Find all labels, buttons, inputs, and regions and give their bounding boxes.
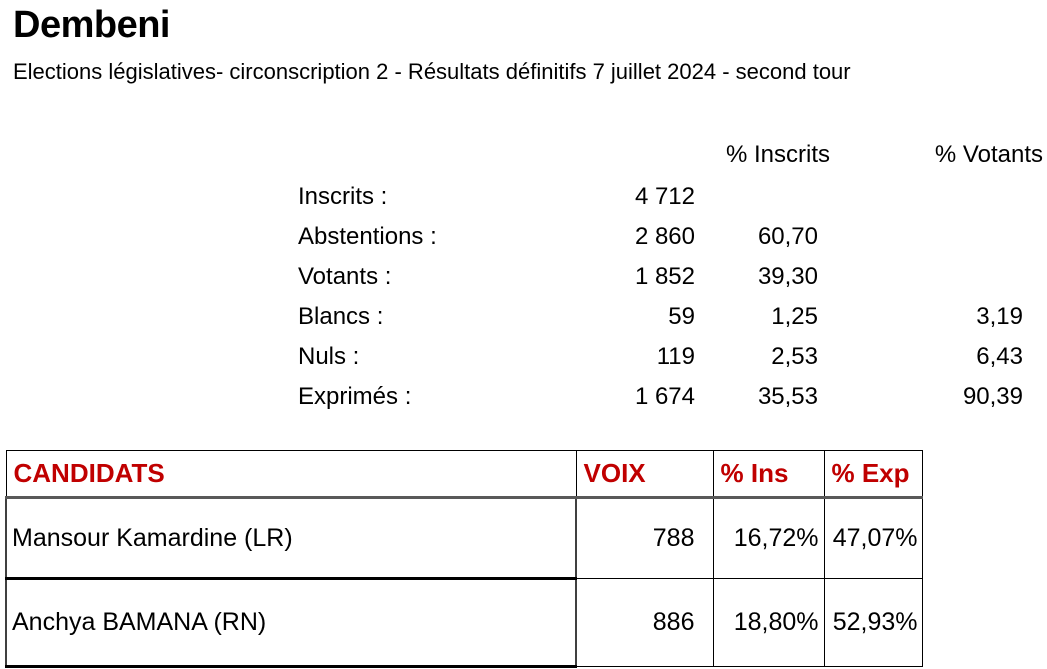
summary-label: Nuls : — [298, 343, 360, 370]
summary-col-header-pct-inscrits: % Inscrits — [725, 141, 830, 168]
candidate-voix: 788 — [575, 497, 714, 579]
summary-label: Inscrits : — [298, 183, 388, 210]
candidates-results-table: CANDIDATS VOIX % Ins % Exp Mansour Kamar… — [5, 450, 923, 668]
summary-pct-inscrits — [695, 177, 818, 217]
candidate-pct-exp: 47,07% — [823, 497, 923, 579]
summary-label: Exprimés : — [298, 383, 412, 410]
summary-value: 1 674 — [634, 383, 695, 410]
summary-pct-votants: 90,39 — [962, 383, 1023, 410]
summary-value: 4 712 — [634, 183, 695, 210]
summary-pct-votants — [818, 257, 1023, 297]
table-row-candidate-2: Anchya BAMANA (RN) 886 18,80% 52,93% — [5, 578, 923, 668]
candidate-name: Anchya BAMANA (RN) — [5, 578, 577, 668]
candidate-pct-ins: 16,72% — [712, 497, 825, 579]
summary-pct-inscrits: 1,25 — [771, 303, 818, 330]
summary-stats-grid: Inscrits : 4 712 Abstentions : 2 860 60,… — [298, 177, 1023, 417]
candidate-name: Mansour Kamardine (LR) — [5, 497, 577, 580]
summary-pct-inscrits: 39,30 — [757, 263, 818, 290]
summary-label: Blancs : — [298, 303, 384, 330]
candidate-pct-ins: 18,80% — [712, 578, 825, 667]
summary-value: 59 — [668, 303, 695, 330]
summary-pct-votants — [818, 177, 1023, 217]
summary-label: Votants : — [298, 263, 392, 290]
summary-pct-inscrits: 60,70 — [757, 223, 818, 250]
summary-pct-votants: 3,19 — [976, 303, 1023, 330]
candidate-pct-exp: 52,93% — [823, 578, 923, 667]
page-subtitle: Elections législatives- circonscription … — [13, 59, 851, 84]
candidate-voix: 886 — [575, 578, 714, 667]
summary-col-header-pct-votants: % Votants — [934, 141, 1043, 168]
header-voix: VOIX — [575, 450, 714, 499]
summary-value: 1 852 — [634, 263, 695, 290]
summary-pct-votants — [818, 217, 1023, 257]
table-header-row: CANDIDATS VOIX % Ins % Exp — [5, 450, 923, 499]
summary-pct-inscrits: 2,53 — [771, 343, 818, 370]
summary-label: Abstentions : — [298, 223, 437, 250]
header-candidats: CANDIDATS — [5, 450, 577, 499]
summary-value: 2 860 — [634, 223, 695, 250]
summary-pct-votants: 6,43 — [976, 343, 1023, 370]
summary-value: 119 — [656, 343, 695, 370]
summary-pct-inscrits: 35,53 — [757, 383, 818, 410]
page-title: Dembeni — [13, 4, 170, 46]
header-pct-ins: % Ins — [712, 450, 825, 499]
table-row-candidate-1: Mansour Kamardine (LR) 788 16,72% 47,07% — [5, 497, 923, 580]
header-pct-exp: % Exp — [823, 450, 923, 499]
